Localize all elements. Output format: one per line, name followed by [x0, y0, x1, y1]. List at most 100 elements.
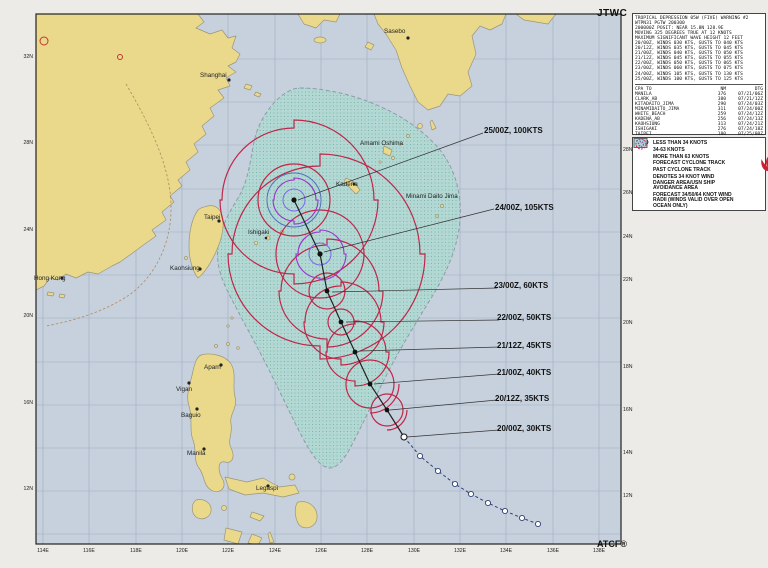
lon-tick-label: 126E	[314, 548, 328, 554]
lat-tick-label: 24N	[623, 234, 633, 240]
warning-line: 22/00Z, WINDS 050 KTS, GUSTS TO 065 KTS	[635, 61, 743, 67]
city-ring-markers	[39, 36, 123, 60]
cpa-row: MANILA 376 07/21/06Z	[635, 91, 763, 97]
coastal-boundary-line	[45, 83, 172, 327]
forecast-position-markers	[291, 197, 408, 441]
lat-tick-label: 12N	[23, 486, 33, 492]
city-label: Taipei	[204, 214, 221, 221]
cpa-row: TAIPEI 180 07/25/00Z	[635, 132, 763, 138]
lat-tick-label: 28N	[623, 147, 633, 153]
track-label: 20/12Z, 35KTS	[495, 394, 550, 403]
forecast-position-rings	[282, 188, 332, 266]
lon-tick-label: 122E	[221, 548, 235, 554]
lat-tick-label: 16N	[623, 407, 633, 413]
warning-line: MOVING 325 DEGREES TRUE AT 12 KNOTS	[635, 31, 732, 37]
cpa-header: CPA TO NM DTG	[635, 86, 763, 92]
lat-tick-label: 14N	[623, 450, 633, 456]
wind-radii-34-50	[219, 119, 426, 431]
track-label: 24/00Z, 105KTS	[495, 203, 554, 212]
legend-item: PAST CYCLONE TRACK	[634, 141, 711, 174]
city-label: Amami Oshima	[360, 140, 404, 147]
amami-island	[382, 145, 393, 157]
lon-tick-label: 124E	[268, 548, 282, 554]
track-label: 23/00Z, 60KTS	[494, 281, 549, 290]
map-frame	[35, 13, 622, 545]
city-label: Hong Kong	[34, 275, 66, 282]
lat-tick-label: 20N	[623, 320, 633, 326]
lon-tick-label: 130E	[407, 548, 421, 554]
lat-tick-label: 22N	[623, 277, 633, 283]
warning-line: 200000Z POSIT: NEAR 15.8N 128.9E	[635, 26, 724, 32]
city-label: Kaohsiung	[170, 265, 200, 272]
lat-tick-label: 12N	[623, 493, 633, 499]
lat-tick-label: 32N	[23, 54, 33, 60]
legend-item: MORE THAN 63 KNOTS	[634, 139, 763, 161]
lat-tick-label: 18N	[623, 364, 633, 370]
city-label: Manila	[187, 450, 206, 457]
lon-tick-label: 132E	[453, 548, 467, 554]
warning-line: 21/00Z, WINDS 040 KTS, GUSTS TO 050 KTS	[635, 51, 743, 57]
lat-tick-label: 24N	[23, 227, 33, 233]
luzon-landmass	[187, 353, 236, 493]
forecast-track-line	[293, 199, 405, 438]
lon-tick-label: 128E	[360, 548, 374, 554]
cpa-row: KADENA_AB 256 07/24/13Z	[635, 116, 763, 122]
warning-line: TROPICAL DEPRESSION 05W (FIVE) WARNING #…	[635, 16, 749, 21]
track-label: 20/00Z, 30KTS	[497, 424, 552, 433]
lon-tick-label: 138E	[592, 548, 606, 554]
lat-tick-label: 28N	[23, 140, 33, 146]
warning-line: 25/00Z, WINDS 100 KTS, GUSTS TO 125 KTS	[635, 76, 743, 82]
legend-item: LESS THAN 34 KNOTS	[633, 138, 763, 147]
wind-radii-64	[272, 177, 347, 281]
warning-line: 20/00Z, WINDS 030 KTS, GUSTS TO 040 KTS	[635, 41, 743, 47]
lon-tick-label: 114E	[37, 548, 49, 554]
panel-divider	[635, 83, 763, 85]
china-landmass	[36, 14, 241, 291]
legend-item: FORECAST CYCLONE TRACK	[634, 140, 763, 167]
cpa-row: WHITE_BEACH 259 07/24/12Z	[635, 111, 763, 117]
warning-line: 21/12Z, WINDS 045 KTS, GUSTS TO 055 KTS	[635, 56, 743, 62]
jtwc-logo: JTWC	[597, 8, 628, 19]
cpa-row: ISHIGAKI 276 07/24/18Z	[635, 126, 763, 132]
city-label: Aparri	[204, 364, 221, 371]
lat-tick-label: 16N	[23, 400, 33, 406]
legend-item: 34-63 KNOTS	[633, 138, 763, 154]
cpa-row: KITADAITO_JIMA 290 07/24/03Z	[635, 101, 763, 107]
label-leader-lines	[297, 132, 500, 438]
korea-landmass	[297, 14, 341, 29]
lon-tick-label: 134E	[499, 548, 513, 554]
lat-tick-label: 26N	[623, 190, 633, 196]
city-label: Legaspi	[256, 485, 279, 492]
lon-tick-label: 118E	[130, 548, 142, 554]
lat-tick-label: 20N	[23, 313, 33, 319]
legend-item: DENOTES 34 KNOT WIND DANGER AREA/USN SHI…	[633, 138, 763, 192]
atcf-logo: ATCF®	[597, 539, 627, 549]
warning-line: 24/00Z, WINDS 105 KTS, GUSTS TO 130 KTS	[635, 71, 743, 77]
city-label: Kadena	[336, 181, 358, 188]
city-dots	[60, 36, 410, 488]
city-label: Sasebo	[384, 28, 406, 35]
warning-line: MAXIMUM SIGNIFICANT WAVE HEIGHT 12 FEET	[635, 36, 743, 42]
cpa-row: CLARK_AB 380 07/21/12Z	[635, 96, 763, 102]
lon-tick-label: 120E	[175, 548, 189, 554]
warning-line: 20/12Z, WINDS 035 KTS, GUSTS TO 045 KTS	[635, 46, 743, 52]
city-label: Minami Daito Jima	[406, 193, 458, 200]
city-label: Baguio	[181, 412, 201, 419]
warning-line: 23/00Z, WINDS 060 KTS, GUSTS TO 075 KTS	[635, 66, 743, 72]
city-label: Shanghai	[200, 72, 227, 79]
lon-tick-label: 136E	[546, 548, 560, 554]
cpa-row: KAOHSIUNG 313 07/24/21Z	[635, 121, 763, 127]
warning-line: WTPN31 PGTW 200300	[635, 21, 685, 27]
track-label: 25/00Z, 100KTS	[484, 126, 543, 135]
lon-tick-label: 116E	[83, 548, 95, 554]
legend-item: FORECAST 34/50/64 KNOT WIND RADII (WINDS…	[635, 138, 763, 210]
track-label: 21/12Z, 45KTS	[497, 341, 552, 350]
cpa-row: MINAMIDAITO_JIMA 311 07/24/00Z	[635, 106, 763, 112]
warning-text-panel: TROPICAL DEPRESSION 05W (FIVE) WARNING #…	[632, 13, 766, 138]
wind-radii-ring	[266, 172, 322, 228]
legend-box: LESS THAN 34 KNOTS 34-63 KNOTS MORE THAN…	[632, 137, 768, 211]
track-label: 21/00Z, 40KTS	[497, 368, 552, 377]
past-track-positions	[416, 452, 542, 528]
